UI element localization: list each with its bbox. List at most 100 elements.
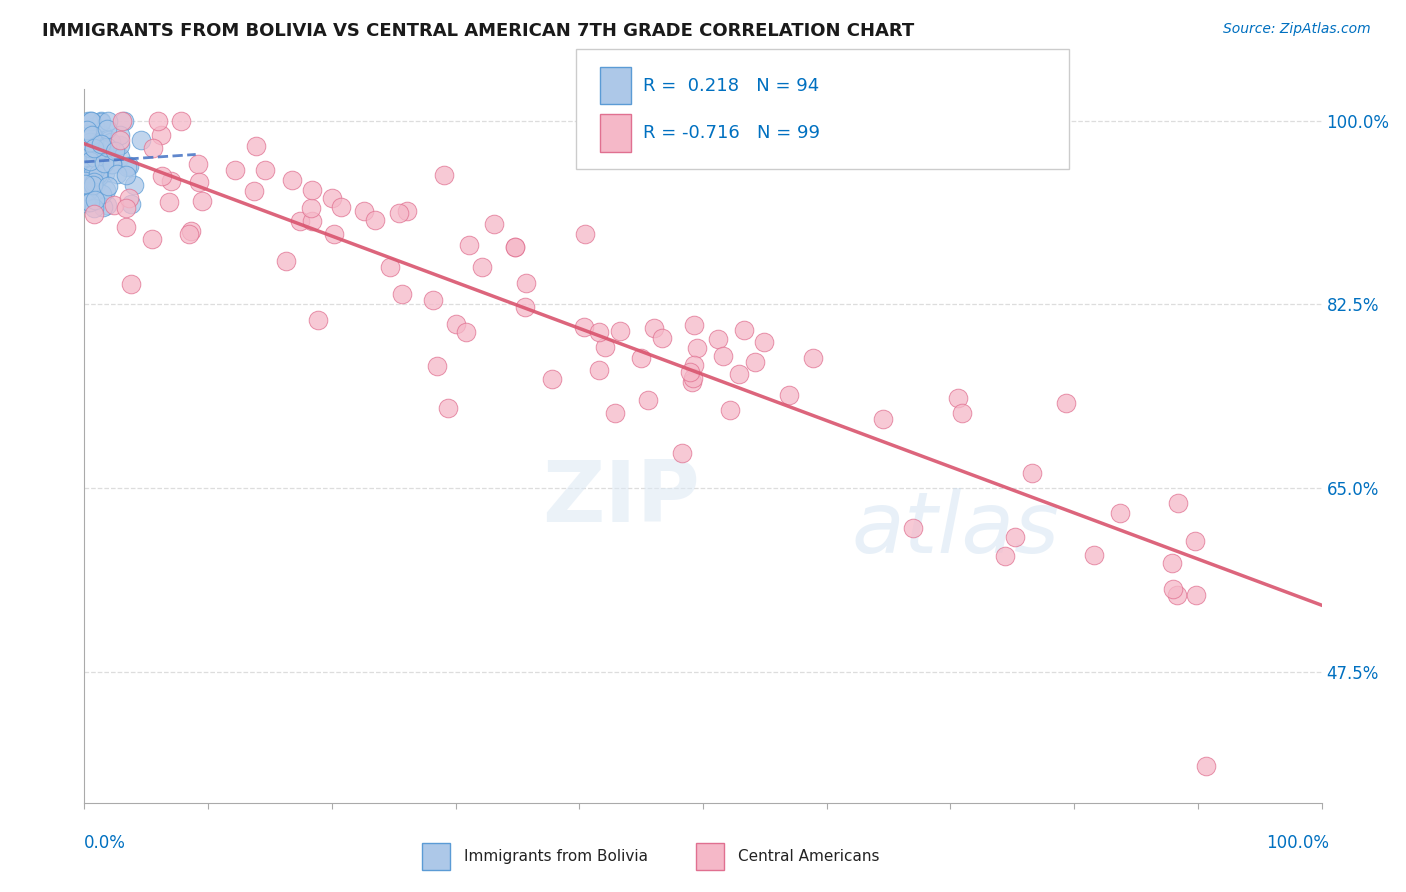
Point	[73, 133, 96, 147]
Point	[994, 549, 1017, 564]
Point	[458, 238, 481, 252]
Point	[280, 173, 302, 187]
Point	[353, 204, 375, 219]
Point	[90, 142, 112, 156]
Point	[572, 320, 595, 334]
Text: Immigrants from Bolivia: Immigrants from Bolivia	[464, 849, 648, 863]
Point	[83, 145, 105, 160]
Point	[503, 240, 526, 254]
Point	[142, 141, 165, 155]
Point	[101, 157, 124, 171]
Point	[93, 156, 115, 170]
Point	[108, 137, 131, 152]
Point	[1161, 556, 1184, 570]
Point	[159, 174, 181, 188]
Point	[77, 178, 100, 192]
Point	[380, 260, 402, 274]
Point	[1167, 495, 1189, 509]
Point	[754, 334, 776, 349]
Point	[1083, 548, 1105, 562]
Point	[180, 223, 202, 237]
Point	[84, 140, 107, 154]
Point	[301, 183, 323, 197]
Point	[97, 178, 120, 193]
Point	[76, 127, 98, 141]
Point	[96, 197, 118, 211]
Point	[76, 193, 98, 207]
Point	[274, 254, 297, 268]
Point	[115, 220, 138, 235]
Point	[446, 317, 468, 331]
Point	[1109, 507, 1132, 521]
Point	[84, 151, 107, 165]
Point	[122, 178, 145, 192]
Point	[643, 320, 665, 334]
Point	[97, 113, 120, 128]
Point	[299, 201, 322, 215]
Point	[97, 133, 120, 147]
Point	[82, 156, 104, 170]
Point	[245, 138, 267, 153]
Point	[321, 190, 343, 204]
Point	[1056, 395, 1078, 409]
Point	[89, 162, 111, 177]
Point	[77, 184, 100, 198]
Point	[541, 372, 564, 386]
Point	[301, 214, 323, 228]
Point	[588, 363, 610, 377]
Point	[117, 160, 139, 174]
Point	[79, 150, 101, 164]
Point	[91, 200, 114, 214]
Point	[76, 113, 98, 128]
Point	[100, 157, 122, 171]
Point	[93, 128, 115, 143]
Point	[1184, 533, 1206, 548]
Text: R = -0.716   N = 99: R = -0.716 N = 99	[643, 124, 820, 142]
Point	[103, 198, 125, 212]
Point	[141, 232, 163, 246]
Point	[609, 325, 631, 339]
Point	[83, 201, 105, 215]
Point	[73, 177, 96, 191]
Point	[157, 195, 180, 210]
Point	[1004, 530, 1026, 544]
Point	[433, 168, 456, 182]
Point	[83, 141, 105, 155]
Point	[727, 368, 749, 382]
Point	[1195, 759, 1218, 773]
Point	[77, 172, 100, 186]
Text: 0.0%: 0.0%	[84, 834, 127, 852]
Point	[422, 293, 444, 307]
Point	[946, 391, 969, 405]
Point	[94, 166, 117, 180]
Point	[87, 161, 110, 176]
Point	[718, 403, 741, 417]
Point	[75, 174, 97, 188]
Point	[82, 168, 104, 182]
Point	[744, 354, 766, 368]
Point	[1161, 582, 1184, 597]
Point	[118, 159, 141, 173]
Text: ZIP: ZIP	[543, 457, 700, 540]
Point	[471, 260, 494, 274]
Point	[75, 161, 97, 175]
Point	[1021, 467, 1043, 481]
Point	[637, 392, 659, 407]
Point	[150, 128, 173, 142]
Point	[76, 123, 98, 137]
Point	[75, 137, 97, 152]
Point	[224, 163, 246, 178]
Point	[86, 167, 108, 181]
Point	[75, 195, 97, 210]
Point	[80, 161, 103, 176]
Point	[515, 277, 537, 291]
Point	[79, 155, 101, 169]
Point	[84, 178, 107, 192]
Point	[288, 214, 311, 228]
Point	[118, 191, 141, 205]
Point	[82, 178, 104, 193]
Point	[801, 351, 824, 366]
Point	[1166, 588, 1188, 602]
Point	[79, 141, 101, 155]
Point	[503, 240, 526, 254]
